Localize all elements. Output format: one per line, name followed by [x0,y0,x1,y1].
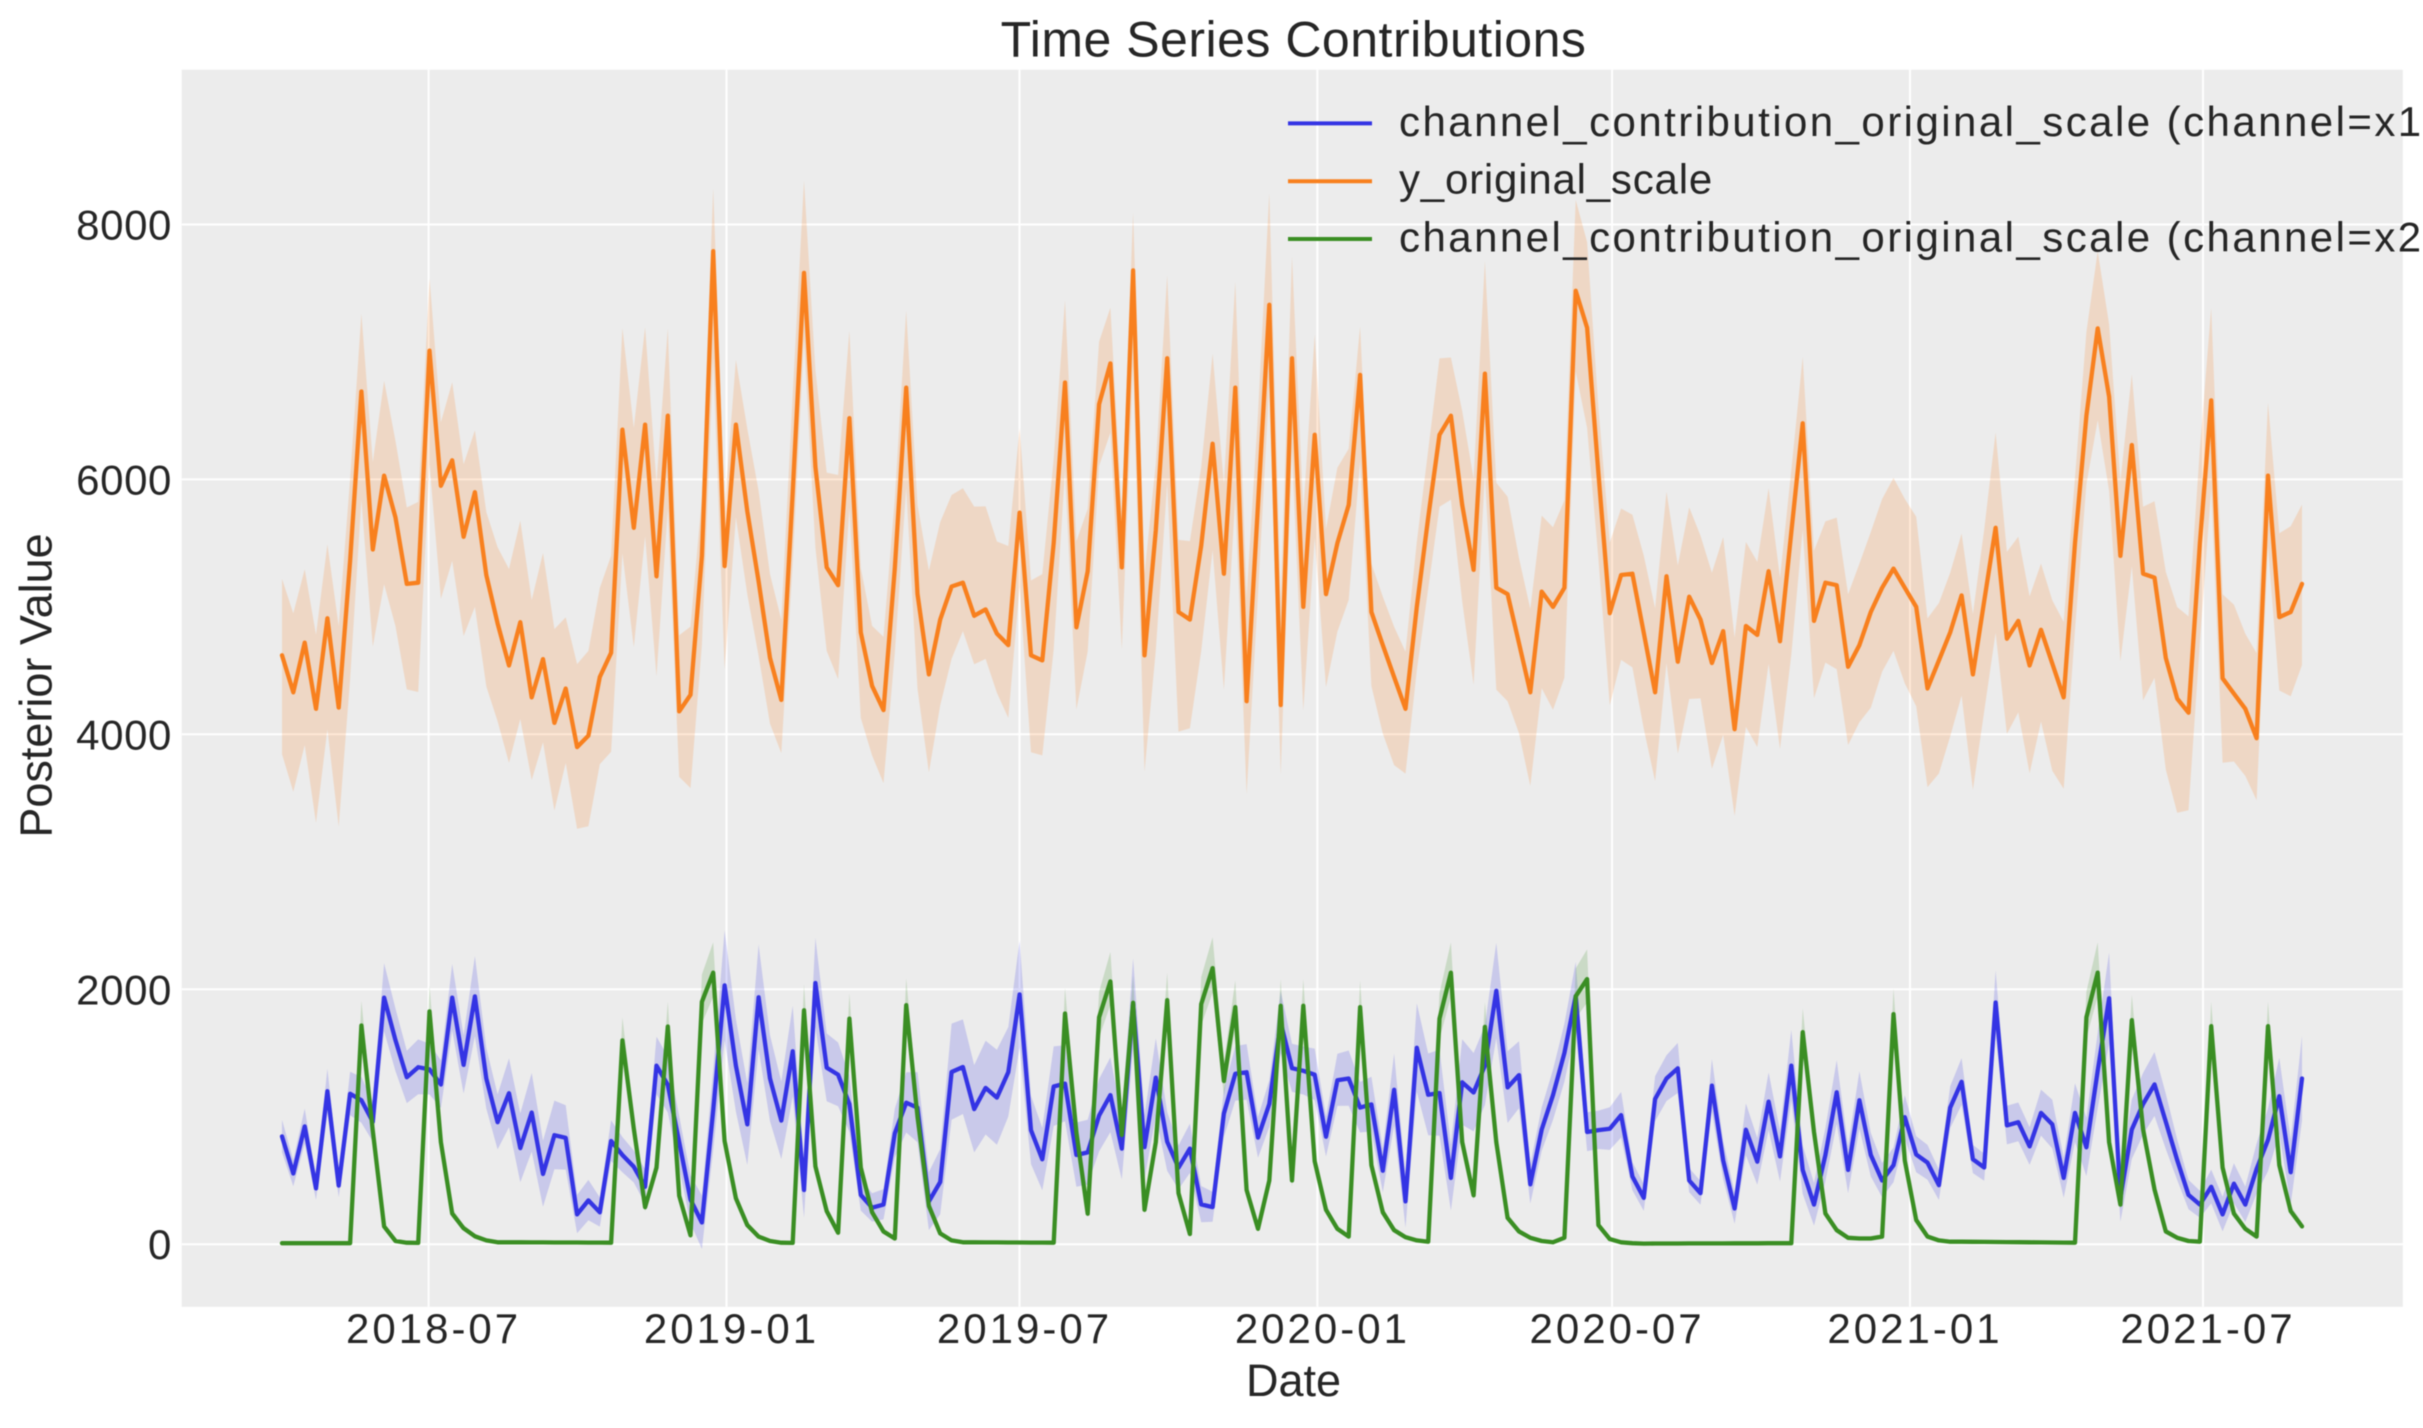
svg-text:2000: 2000 [76,966,172,1013]
svg-text:8000: 8000 [76,202,172,249]
svg-text:y_original_scale: y_original_scale [1399,156,1713,203]
svg-text:channel_contribution_original_: channel_contribution_original_scale (cha… [1399,214,2423,261]
svg-text:2021-01: 2021-01 [1827,1305,2002,1352]
svg-text:4000: 4000 [76,711,172,758]
svg-text:Time Series Contributions: Time Series Contributions [1001,12,1587,68]
svg-text:2019-01: 2019-01 [644,1305,819,1352]
svg-text:6000: 6000 [76,456,172,503]
svg-text:2019-07: 2019-07 [937,1305,1112,1352]
svg-text:Date: Date [1246,1355,1341,1406]
svg-text:channel_contribution_original_: channel_contribution_original_scale (cha… [1399,98,2423,145]
svg-text:0: 0 [148,1221,172,1268]
svg-text:Posterior Value: Posterior Value [11,533,62,837]
svg-text:2020-07: 2020-07 [1530,1305,1705,1352]
svg-text:2020-01: 2020-01 [1235,1305,1410,1352]
svg-text:2021-07: 2021-07 [2120,1305,2295,1352]
svg-text:2018-07: 2018-07 [346,1305,521,1352]
